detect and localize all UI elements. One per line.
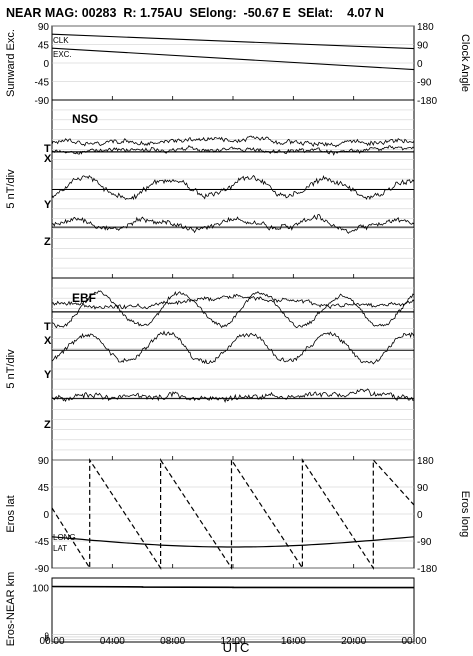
eros-latlong-left-ticks: 90 45 0 -45 -90 <box>35 456 50 575</box>
nso-ylabel: 5 nT/div <box>5 169 17 209</box>
nso-grid <box>52 109 414 269</box>
eros-latlong-grid <box>52 459 414 569</box>
eros-lat-ylabel: Eros lat <box>5 495 17 532</box>
eros-near-km-panel: 100 987 Eros-NEAR km <box>5 572 415 647</box>
series-label-clk: CLK <box>53 36 69 45</box>
x-axis-label: UTC <box>223 640 250 655</box>
series-line-exc <box>51 47 415 71</box>
trace-x <box>51 290 415 329</box>
nso-panel: NSO T X Y Z 5 nT/div <box>5 99 415 279</box>
series-label-lat: LAT <box>53 544 67 553</box>
series-line-long <box>51 457 415 571</box>
sunward-exc-panel: 90 45 0 -45 -90 180 90 0 -90 -180 CLK EXC. Sunwa… <box>5 22 471 107</box>
eros-near-km-ylabel: Eros-NEAR km <box>5 572 17 647</box>
series-label-exc: EXC. <box>53 50 72 59</box>
y-tick-label: -90 <box>35 96 50 107</box>
ebf-label-y: Y <box>44 369 52 381</box>
eros-latlong-series <box>51 457 415 571</box>
y-tick-label: 8 <box>45 634 50 643</box>
nso-panel-title: NSO <box>72 112 98 126</box>
y-tick-label: 0 <box>43 59 49 70</box>
eros-latlong-panel: 90 45 0 -45 -90 180 90 0 -90 -180 LONG LAT Eros … <box>5 456 471 575</box>
y-right-tick-label: 90 <box>417 483 429 494</box>
x-axis-ticks: 00:00 04:00 08:00 12:00 16:00 20:00 00:00 <box>39 96 427 647</box>
eros-near-km-series <box>51 585 415 589</box>
y-tick-label: -90 <box>35 564 50 575</box>
y-tick-label: 45 <box>38 41 50 52</box>
sunward-exc-ylabel: Sunward Exc. <box>5 29 17 97</box>
y-right-tick-label: 0 <box>417 510 423 521</box>
nso-label-x: X <box>44 153 52 165</box>
y-tick-label: -45 <box>35 78 50 89</box>
sunward-exc-grid <box>52 25 414 101</box>
nso-label-z: Z <box>44 236 51 248</box>
y-right-tick-label: 0 <box>417 59 423 70</box>
ebf-grid <box>52 287 414 451</box>
y-tick-label: 90 <box>38 456 50 467</box>
y-right-tick-label: -180 <box>417 96 437 107</box>
eros-long-ylabel: Eros long <box>459 491 471 537</box>
distance-line <box>51 585 415 589</box>
y-right-tick-label: -90 <box>417 78 432 89</box>
y-right-tick-label: 90 <box>417 41 429 52</box>
nso-traces <box>51 135 415 234</box>
series-label-long: LONG <box>53 533 76 542</box>
eros-near-km-grid <box>52 586 414 640</box>
trace-t <box>51 135 415 148</box>
y-tick-label: 7 <box>45 637 50 646</box>
ebf-traces <box>51 290 415 404</box>
ebf-label-x: X <box>44 335 52 347</box>
y-tick-label: 9 <box>45 632 50 641</box>
series-line-clk <box>51 33 415 50</box>
ebf-label-z: Z <box>44 419 51 431</box>
sunward-exc-series <box>51 33 415 71</box>
figure-title: NEAR MAG: 00283 R: 1.75AU SElong: -50.67… <box>6 6 384 20</box>
ebf-ylabel: 5 nT/div <box>5 349 17 389</box>
nso-label-y: Y <box>44 199 52 211</box>
sunward-exc-left-ticks: 90 45 0 -45 -90 <box>35 22 50 107</box>
trace-y <box>51 174 415 201</box>
clock-angle-ylabel: Clock Angle <box>459 34 471 92</box>
trace-y <box>51 330 415 365</box>
trace-z <box>51 388 415 404</box>
trace-t <box>51 293 415 310</box>
eros-latlong-right-ticks: 180 90 0 -90 -180 <box>417 456 437 575</box>
ebf-panel-title: EBF <box>72 291 96 305</box>
ebf-panel: EBF T X Y Z 5 nT/div <box>5 277 415 461</box>
y-tick-label: 45 <box>38 483 50 494</box>
y-right-tick-label: -90 <box>417 537 432 548</box>
y-right-tick-label: 180 <box>417 456 434 467</box>
y-tick-label: 90 <box>38 22 50 33</box>
y-tick-label: 0 <box>43 510 49 521</box>
eros-near-km-ticks: 100 987 <box>32 583 49 645</box>
y-tick-label: 100 <box>32 583 49 594</box>
y-right-tick-label: 180 <box>417 22 434 33</box>
trace-z <box>51 213 415 234</box>
series-line-lat <box>51 536 415 548</box>
y-tick-label: -45 <box>35 537 50 548</box>
sunward-exc-right-ticks: 180 90 0 -90 -180 <box>417 22 437 107</box>
trace-x <box>52 145 415 156</box>
nso-label-t: T <box>44 143 51 155</box>
ebf-label-t: T <box>44 321 51 333</box>
y-right-tick-label: -180 <box>417 564 437 575</box>
